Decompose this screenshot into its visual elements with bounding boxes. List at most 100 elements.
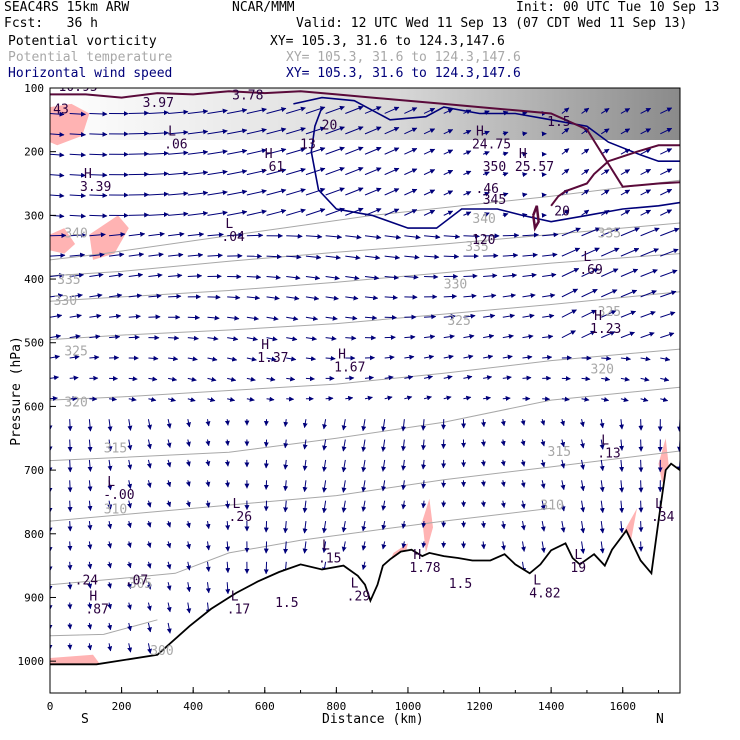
wind-vector [305,234,323,240]
wind-vector [69,232,87,238]
wind-vector [345,255,361,260]
wind-vector [345,105,364,114]
wind-vector [660,376,670,382]
extremum-value: .29 [347,590,370,605]
wind-vector [207,169,228,176]
wind-vector [89,313,102,319]
wind-vector [599,480,605,493]
wind-vector [187,232,205,237]
wind-vector [148,396,157,402]
wind-vector [345,187,364,196]
wind-vector [146,582,152,590]
wind-vector [69,111,86,117]
wind-vector [187,335,199,341]
wind-vector [87,439,93,452]
wind-vector [420,419,426,431]
wind-vector [286,208,306,216]
wind-vector [580,541,586,554]
extremum-value: 3.97 [143,96,174,111]
wind-vector [286,356,297,362]
wind-vector [601,227,621,237]
wind-vector [227,189,248,196]
wind-vector [168,170,189,176]
wind-vector [421,500,427,509]
theta-contour-label: 330 [54,294,77,309]
wind-vector [286,106,306,114]
y-tick-label: 100 [24,82,44,95]
wind-vector [463,170,472,176]
wind-vector [679,255,680,257]
extremum-value: 1.5 [275,596,298,611]
wind-vector [127,602,132,610]
wind-vector [187,356,198,362]
wind-vector [561,309,577,318]
wind-vector [266,376,276,382]
x-tick-label: 800 [326,700,346,713]
wind-vector [640,227,660,237]
wind-vector [502,171,509,177]
wind-vector [341,541,347,552]
wind-vector [500,419,506,427]
wind-vector [109,396,117,402]
wind-vector [205,520,211,530]
wind-vector [126,561,132,569]
wind-vector [266,188,287,196]
wind-vector [540,480,546,489]
wind-vector [580,480,586,492]
wind-vector [345,335,357,341]
wind-vector [286,275,301,281]
wind-vector [423,169,436,176]
wind-vector [463,191,472,196]
wind-vector [424,254,440,260]
wind-vector [560,419,565,427]
wind-vector [67,439,73,452]
wind-vector [345,375,355,381]
wind-vector [599,459,605,472]
wind-vector [205,541,211,551]
wind-vector [522,272,537,278]
wind-vector [227,128,248,135]
field-xy-theta: XY= 105.3, 31.6 to 124.3,147.6 [286,50,521,65]
wind-vector [50,193,65,199]
wind-vector [502,396,511,402]
wind-vector [207,397,216,402]
wind-vector [361,520,367,532]
wind-vector [463,293,477,299]
wind-vector [601,331,616,339]
wind-vector [168,376,178,382]
wind-vector [67,582,73,590]
wind-vector [381,459,387,472]
wind-vector [283,459,289,470]
wind-vector [480,500,486,508]
wind-vector [660,209,673,216]
wind-vector [148,376,158,382]
plot-frame [49,87,681,694]
extremum-value: .06 [164,138,187,153]
wind-vector [207,376,217,382]
wind-vector [679,194,680,195]
wind-vector [225,521,231,531]
wind-vector [404,127,418,135]
wind-vector [227,148,248,155]
wind-vector [187,210,209,216]
wind-vector [502,375,512,381]
wind-vector [147,643,152,654]
end-label-south: S [81,712,89,727]
wind-vector [166,520,172,528]
wind-vector [679,316,680,318]
wind-vector [187,397,196,403]
wind-vector [542,355,553,361]
wind-vector [286,147,306,155]
wind-vector [401,480,407,491]
wind-vector [67,419,73,432]
wind-vector [67,480,73,493]
extremum-mark: H [63,67,71,82]
wind-vector [423,209,436,216]
wind-vector [341,459,347,473]
wind-vector [480,439,486,447]
wind-vector [640,248,659,257]
wind-vector [302,480,308,493]
wind-vector [520,459,526,467]
wind-vector [520,419,526,426]
wind-vector [401,520,407,529]
